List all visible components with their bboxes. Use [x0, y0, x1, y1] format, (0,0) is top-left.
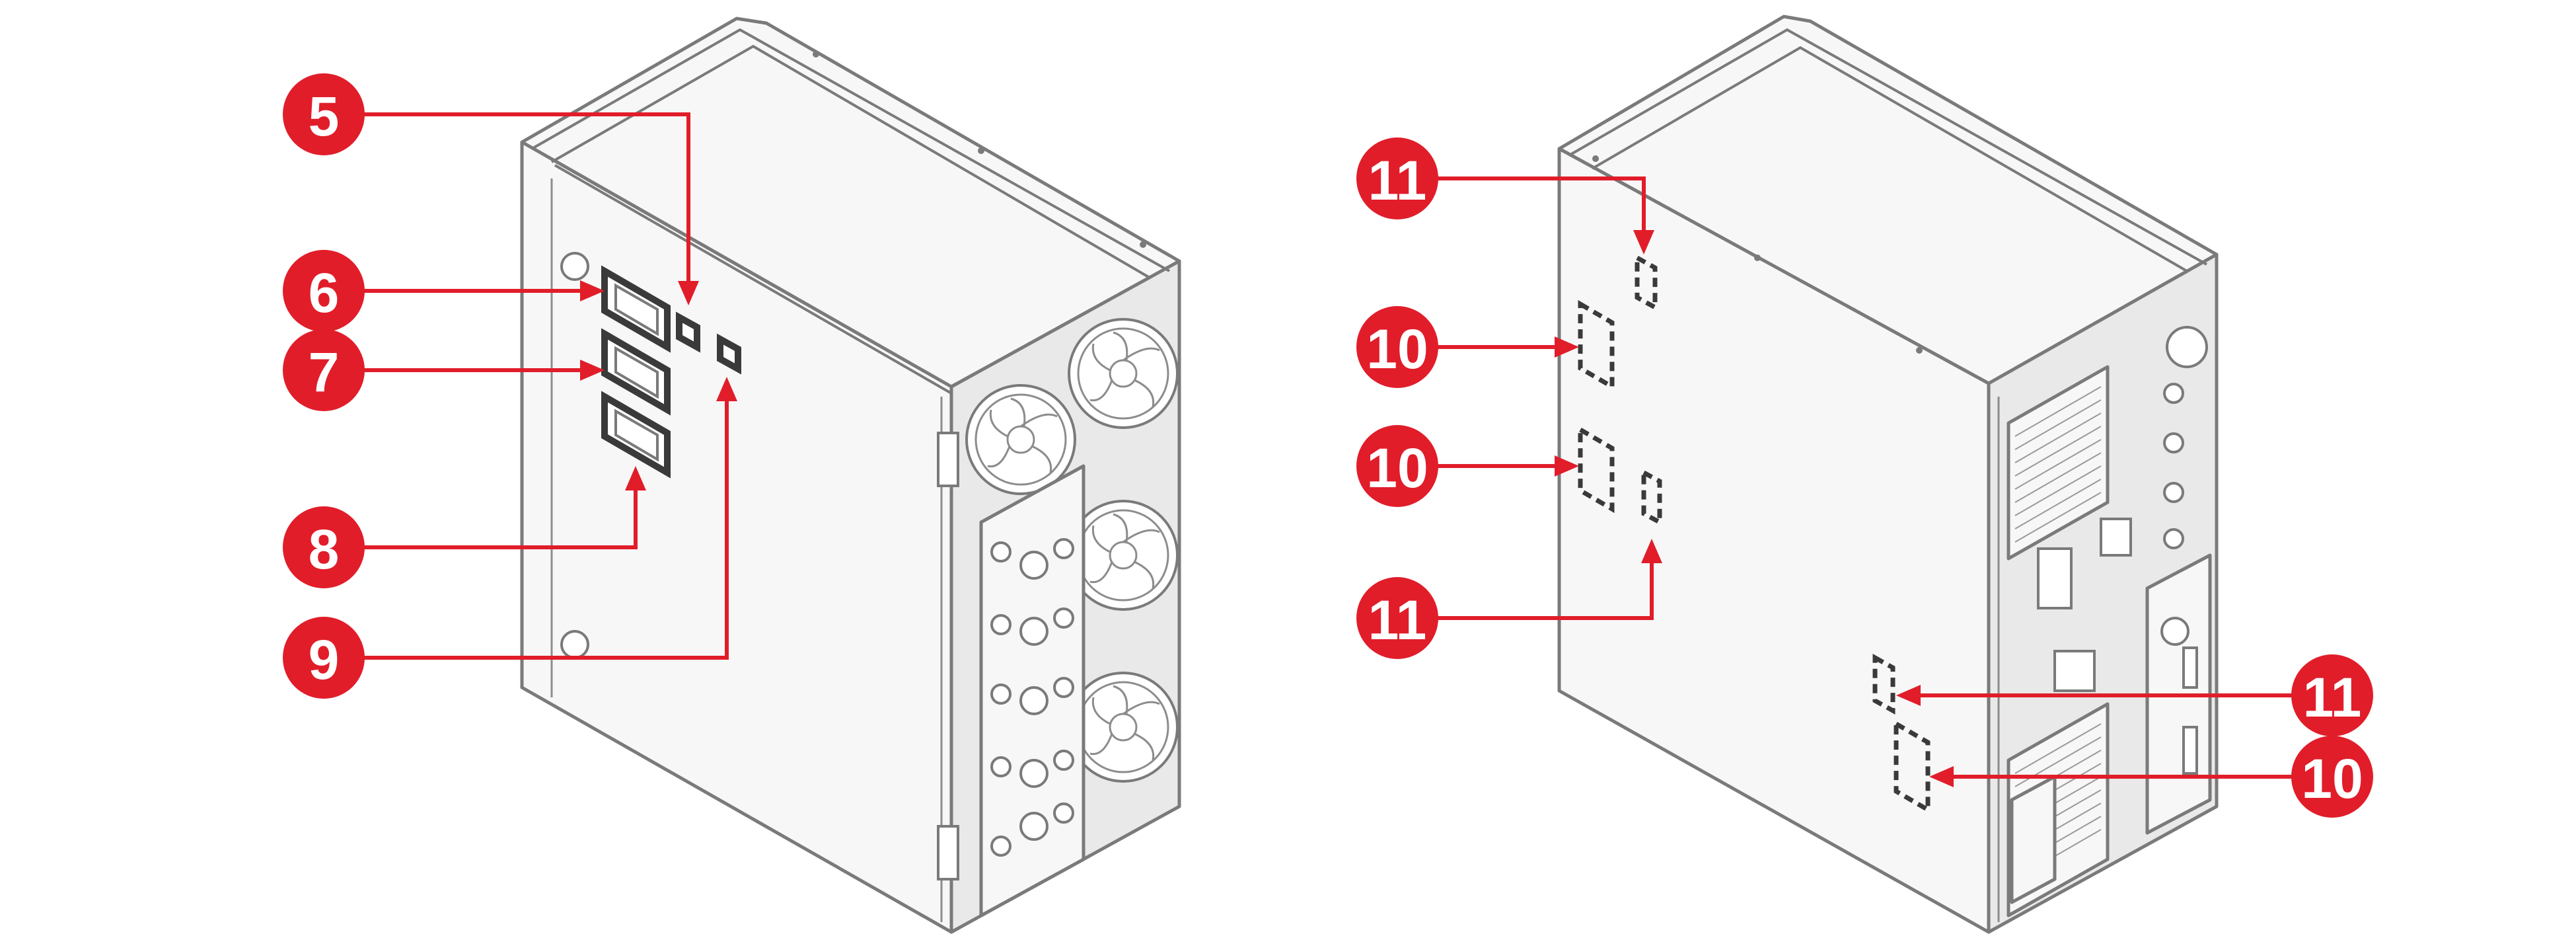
hinge-lower-icon	[937, 825, 959, 880]
label-11-location-top	[1635, 254, 1658, 311]
gland-holes	[990, 538, 1074, 857]
callout-5: 5	[283, 73, 365, 155]
callout-7: 7	[283, 329, 365, 411]
rear-valve-icon	[2053, 650, 2096, 692]
rear-handle	[2010, 775, 2057, 904]
label-10-location-middle	[1578, 425, 1615, 514]
label-11-location-lower	[1872, 654, 1895, 715]
cabinet-front-view	[520, 17, 1181, 934]
callout-9-label: 9	[309, 629, 340, 691]
door-lock-upper-icon	[560, 252, 589, 281]
callout-7-label: 7	[309, 341, 340, 403]
callout-8: 8	[283, 506, 365, 588]
callout-11-middle: 11	[1356, 577, 1438, 659]
rear-connector-icon	[2037, 547, 2073, 609]
callout-5-label: 5	[309, 85, 340, 147]
callout-6-label: 6	[309, 262, 340, 324]
fan-middle-icon	[1068, 500, 1179, 611]
hinge-upper-icon	[937, 432, 959, 487]
callout-10-middle: 10	[1356, 425, 1438, 507]
callout-10-lower-label: 10	[2301, 748, 2363, 810]
label-8-decal	[601, 391, 671, 479]
callout-11-top-label: 11	[1368, 149, 1427, 212]
rear-knob-icon	[2166, 326, 2208, 368]
rear-grille-upper	[2006, 365, 2110, 561]
callout-10-middle-label: 10	[1366, 437, 1428, 499]
label-6-decal	[601, 265, 671, 353]
label-10-location-upper	[1578, 299, 1615, 391]
callout-11-middle-label: 11	[1368, 589, 1427, 651]
fan-top-left-icon	[965, 384, 1076, 495]
callout-11-lower-label: 11	[2303, 666, 2362, 728]
rear-plate-icon	[2100, 518, 2132, 557]
callout-6: 6	[283, 250, 365, 332]
label-5-decal	[676, 311, 700, 353]
callout-11-top: 11	[1356, 137, 1438, 219]
callout-10-lower: 10	[2291, 736, 2373, 818]
fan-top-right-icon	[1068, 318, 1179, 429]
callout-10-upper-label: 10	[1366, 318, 1428, 380]
label-9-decal	[717, 333, 741, 375]
callout-9: 9	[283, 617, 365, 699]
callout-11-lower: 11	[2291, 654, 2373, 736]
callout-leaders	[360, 112, 2296, 787]
callout-8-label: 8	[309, 518, 340, 580]
fan-bottom-icon	[1068, 672, 1179, 783]
cabinet-rear-view	[1557, 15, 2219, 934]
callout-10-upper: 10	[1356, 306, 1438, 388]
door-lock-lower-icon	[560, 630, 589, 659]
label-7-decal	[601, 328, 671, 416]
